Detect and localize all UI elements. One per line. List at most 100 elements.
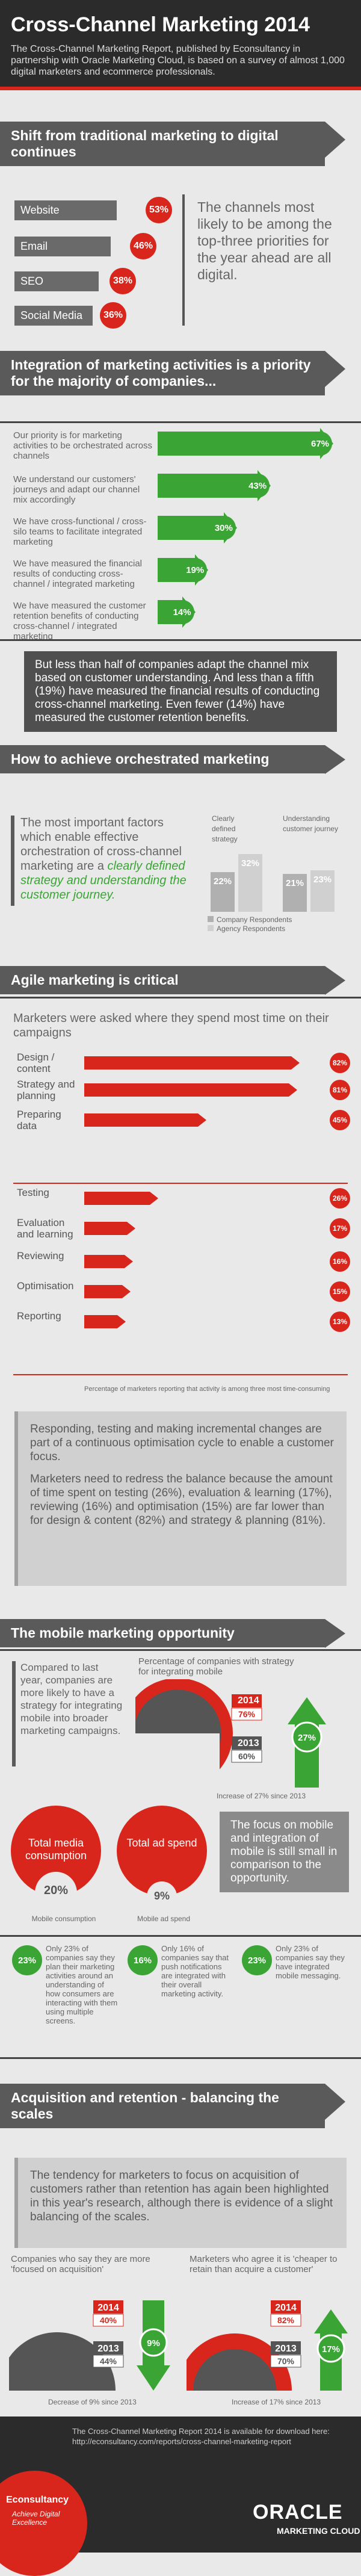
s6-right-2014-tag [271, 2300, 301, 2314]
s4-pct: 17% [330, 1218, 350, 1239]
s4-footnote: Percentage of marketers reporting that a… [84, 1386, 330, 1393]
s4-bar [84, 1285, 131, 1298]
s2-pct: 14% [170, 600, 194, 624]
s3-text-a: The most important factors which enable … [20, 816, 182, 873]
s5-rule-3 [0, 2057, 361, 2059]
s5-increase-label: 27% [298, 1733, 316, 1743]
s5-spend-label2: Mobile ad spend [137, 1915, 191, 1923]
s5-2013-value: 60% [238, 1751, 256, 1761]
s1-item-label: Social Media [20, 309, 83, 321]
s2-pct: 30% [211, 516, 236, 540]
s6-left-2013-label: 2013 [97, 2344, 119, 2354]
section1-heading: Shift from traditional marketing to digi… [0, 122, 345, 166]
s3-col1-label: Clearly defined strategy [212, 814, 238, 843]
section5-heading: The mobile marketing opportunity [0, 1619, 345, 1648]
s2-bar [158, 428, 333, 459]
s6-right-circle-2013 [193, 2348, 277, 2397]
s5-mask [135, 1733, 220, 1791]
s4-bar [84, 1113, 206, 1127]
s4-row-label: Strategy and planning [17, 1079, 75, 1101]
s1-pct: 53% [146, 197, 172, 223]
intro-text: The Cross-Channel Marketing Report, publ… [11, 44, 345, 77]
s1-item: Email [14, 237, 111, 256]
s6-right-change-circle [316, 2334, 345, 2363]
s5-2013-label: 2013 [238, 1738, 259, 1748]
s1-item: SEO [14, 271, 99, 291]
footer-text: The Cross-Channel Marketing Report 2014 … [72, 2427, 330, 2446]
s6-left-chart: 2014 40% 2013 44% 9% [9, 2300, 170, 2397]
s5-2014-label: 2014 [238, 1695, 259, 1706]
s6-right-2013-tag [271, 2341, 301, 2355]
s5-spend-label1: Mobile consumption [31, 1915, 96, 1923]
s4-bar [84, 1315, 126, 1328]
s4-bar [84, 1222, 136, 1235]
s6-left-2014-tag [93, 2300, 123, 2314]
s3-legend-company: Company Respondents [217, 915, 292, 924]
oracle-logo: ORACLE [253, 2501, 343, 2524]
s3-legend-swatch-agency [208, 925, 214, 931]
s4-lower-frame [13, 1183, 348, 1375]
s1-item-label: Website [20, 204, 60, 216]
s5-2013-tag [232, 1736, 262, 1750]
oracle-logo-sub: MARKETING CLOUD [277, 2526, 360, 2536]
s6-right-note: Increase of 17% since 2013 [232, 2398, 321, 2406]
s5-increase-note: Increase of 27% since 2013 [217, 1792, 306, 1800]
s6-left-change-label: 9% [147, 2338, 160, 2348]
s6-right-mask [187, 2391, 307, 2397]
econsultancy-logo-text: Econsultancy [6, 2495, 69, 2505]
s6-left-title: Companies who say they are more 'focused… [11, 2254, 150, 2274]
s6-right-title: Marketers who agree it is 'cheaper to re… [190, 2254, 338, 2274]
s3-bar [211, 872, 235, 912]
s4-bar [84, 1192, 159, 1205]
s2-row-label: We understand our customers' journeys an… [13, 474, 140, 505]
s5-chart-title: Percentage of companies with strategy fo… [138, 1656, 294, 1677]
section4-heading: Agile marketing is critical [0, 966, 345, 995]
s4-question: Marketers were asked where they spend mo… [13, 1012, 329, 1039]
s4-row-label: Design / content [17, 1051, 55, 1074]
s4-quote1: Responding, testing and making increment… [30, 1423, 334, 1463]
s6-quote: The tendency for marketers to focus on a… [14, 2158, 347, 2248]
s5-2013-val-box [231, 1750, 262, 1763]
s6-right-2014-val-box [270, 2314, 301, 2327]
s6-left-note: Decrease of 9% since 2013 [48, 2398, 137, 2406]
s3-bar-label: 32% [241, 858, 259, 868]
s1-item-label: SEO [20, 275, 44, 287]
s3-bar-label: 21% [286, 878, 304, 888]
section3-heading: How to achieve orchestrated marketing [0, 745, 345, 774]
s4-quote: Responding, testing and making increment… [14, 1411, 347, 1586]
s5-text: Compared to last year, companies are mor… [20, 1662, 123, 1736]
s5-ad-circle: Total ad spend [117, 1806, 207, 1896]
s5-accent-bar [12, 1661, 16, 1766]
s3-text: The most important factors which enable … [20, 816, 189, 902]
s5-2014-value: 76% [238, 1709, 256, 1719]
s5-stat2: Only 16% of companies say that push noti… [161, 1944, 229, 1998]
s1-divider [182, 194, 185, 326]
header: Cross-Channel Marketing 2014 The Cross-C… [0, 0, 361, 90]
s5-rule [0, 1649, 361, 1651]
s6-right-2013-value: 70% [277, 2356, 295, 2366]
s6-right-2013-val-box [270, 2355, 301, 2368]
s6-right-2014-label: 2014 [275, 2303, 297, 2313]
s3-bar-label: 22% [214, 876, 232, 887]
s1-pct: 46% [130, 233, 156, 259]
s6-right-2013-label: 2013 [275, 2344, 297, 2354]
s1-item: Social Media [14, 306, 93, 326]
s4-pct: 15% [330, 1281, 350, 1302]
s3-bar [238, 854, 262, 912]
s3-bar-label: 23% [313, 875, 332, 885]
s4-row-label: Reviewing [17, 1250, 64, 1262]
s6-left-2013-value: 44% [100, 2356, 117, 2366]
s6-left-arrowhead [137, 2365, 170, 2391]
s4-pct: 13% [330, 1311, 350, 1332]
s2-row-label: Our priority is for marketing activities… [13, 430, 152, 461]
s5-focus-text: The focus on mobile and integration of m… [220, 1812, 349, 1892]
s4-row-label: Optimisation [17, 1280, 74, 1292]
s4-bar [84, 1255, 134, 1268]
s5-stat3-pct: 23% [242, 1945, 272, 1975]
s3-col2-label: Understanding customer journey [283, 814, 339, 833]
s6-left-2013-val-box [93, 2355, 124, 2368]
s4-pct: 45% [330, 1110, 350, 1130]
s2-row-label: We have cross-functional / cross-silo te… [13, 516, 147, 547]
s5-increase-arrowhead [288, 1697, 326, 1724]
s4-pct: 26% [330, 1188, 350, 1209]
